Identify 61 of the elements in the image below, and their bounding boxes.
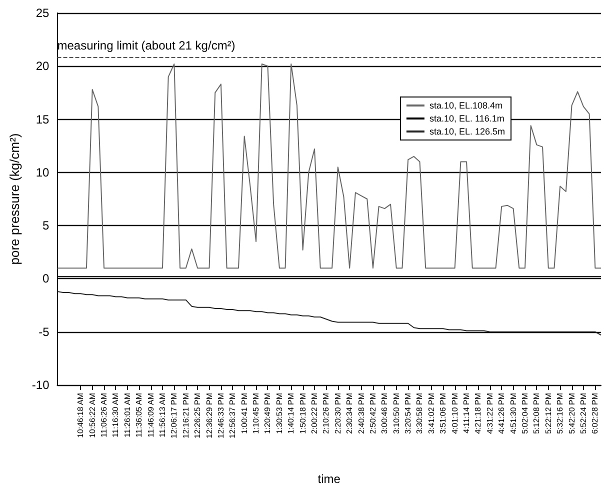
x-tick-label: 2:40:38 PM bbox=[356, 392, 366, 434]
x-tick-label: 1:40:14 PM bbox=[286, 392, 296, 434]
x-tick-label: 5:12:08 PM bbox=[532, 392, 542, 434]
legend-label: sta.10, EL.108.4m bbox=[429, 100, 502, 110]
x-tick-label: 11:36:05 AM bbox=[134, 392, 144, 438]
x-tick-label: 4:41:26 PM bbox=[497, 392, 506, 434]
x-tick-label: 5:52:24 PM bbox=[578, 392, 588, 434]
x-tick-label: 1:00:41 PM bbox=[240, 392, 249, 434]
x-tick-label: 1:50:18 PM bbox=[298, 392, 308, 434]
x-tick-label: 11:46:09 AM bbox=[146, 392, 156, 438]
line-series bbox=[56, 64, 602, 269]
x-tick-label: 6:02:28 PM bbox=[590, 392, 600, 434]
y-tick-label: -10 bbox=[32, 378, 50, 392]
x-tick-label: 10:56:22 AM bbox=[88, 392, 97, 438]
x-tick-label: 4:51:30 PM bbox=[508, 392, 518, 434]
x-tick-label: 4:11:14 PM bbox=[462, 392, 472, 434]
x-tick-label: 2:30:34 PM bbox=[345, 392, 354, 434]
x-tick-label: 1:20:49 PM bbox=[263, 392, 272, 434]
x-tick-label: 11:16:30 AM bbox=[111, 392, 120, 438]
x-tick-label: 3:41:02 PM bbox=[426, 392, 436, 434]
x-tick-label: 11:06:26 AM bbox=[100, 392, 109, 438]
x-tick-label: 12:16:21 PM bbox=[181, 392, 190, 438]
x-tick-label: 5:32:16 PM bbox=[556, 392, 565, 434]
x-tick-label: 12:06:17 PM bbox=[170, 392, 179, 438]
x-axis-title: time bbox=[318, 472, 341, 486]
x-tick-label: 2:00:22 PM bbox=[310, 392, 320, 434]
y-tick-label: 10 bbox=[36, 165, 50, 180]
ref-line-label: measuring limit (about 21 kg/cm²) bbox=[57, 38, 236, 53]
x-tick-label: 3:51:06 PM bbox=[438, 392, 448, 434]
x-tick-label: 5:42:20 PM bbox=[567, 392, 576, 434]
x-tick-label: 4:31:22 PM bbox=[485, 392, 494, 434]
x-tick-label: 5:02:04 PM bbox=[520, 392, 530, 434]
x-tick-label: 1:10:45 PM bbox=[252, 392, 261, 434]
y-tick-label: 20 bbox=[36, 59, 50, 74]
y-tick-label: 25 bbox=[36, 6, 50, 20]
legend-label: sta.10, EL. 116.1m bbox=[429, 114, 504, 124]
x-tick-label: 3:20:54 PM bbox=[404, 392, 413, 434]
y-tick-label: 0 bbox=[42, 272, 50, 286]
x-tick-label: 3:00:46 PM bbox=[380, 392, 390, 434]
y-tick-label: 5 bbox=[42, 218, 50, 233]
x-tick-label: 2:10:26 PM bbox=[322, 392, 331, 434]
x-tick-label: 2:50:42 PM bbox=[368, 392, 378, 434]
y-tick-label: 15 bbox=[36, 112, 50, 126]
x-tick-label: 3:30:58 PM bbox=[415, 392, 424, 434]
line-series bbox=[56, 290, 602, 336]
x-tick-label: 12:56:37 PM bbox=[228, 392, 238, 438]
x-tick-label: 10:46:18 AM bbox=[76, 392, 86, 438]
x-tick-label: 11:56:13 AM bbox=[158, 392, 167, 438]
x-tick-label: 12:36:29 PM bbox=[204, 392, 214, 438]
x-tick-label: 12:46:33 PM bbox=[216, 392, 226, 438]
x-tick-label: 1:30:53 PM bbox=[274, 392, 284, 434]
x-tick-label: 11:26:01 AM bbox=[122, 392, 132, 438]
x-tick-label: 4:21:18 PM bbox=[474, 392, 483, 434]
legend-label: sta.10, EL. 126.5m bbox=[429, 126, 505, 136]
x-tick-label: 3:10:50 PM bbox=[392, 392, 401, 434]
x-tick-label: 12:26:25 PM bbox=[193, 392, 202, 438]
x-tick-label: 4:01:10 PM bbox=[450, 392, 460, 434]
x-tick-label: 2:20:30 PM bbox=[333, 392, 342, 434]
x-tick-label: 5:22:12 PM bbox=[544, 392, 553, 434]
y-tick-label: -5 bbox=[38, 324, 50, 339]
y-axis-title: pore pressure (kg/cm²) bbox=[7, 133, 22, 265]
